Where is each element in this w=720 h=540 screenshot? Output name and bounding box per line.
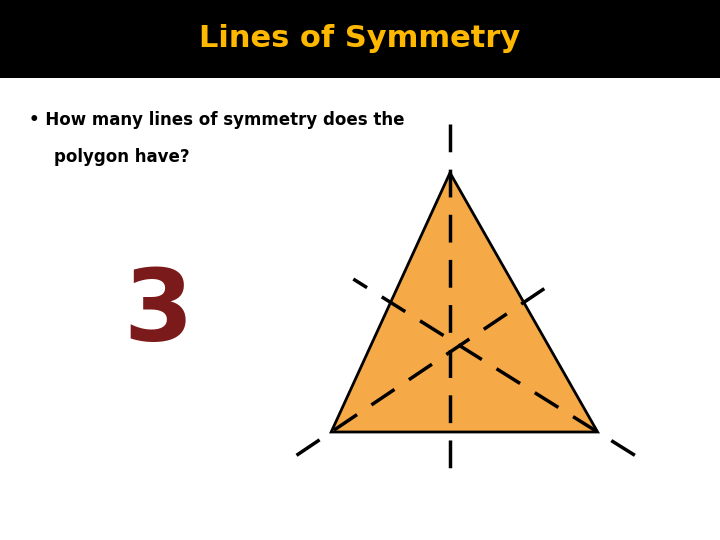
Text: • How many lines of symmetry does the: • How many lines of symmetry does the: [29, 111, 405, 129]
Text: 3: 3: [124, 265, 193, 362]
FancyBboxPatch shape: [0, 0, 720, 78]
Polygon shape: [331, 173, 598, 432]
Text: Lines of Symmetry: Lines of Symmetry: [199, 24, 521, 53]
Text: polygon have?: polygon have?: [54, 148, 189, 166]
